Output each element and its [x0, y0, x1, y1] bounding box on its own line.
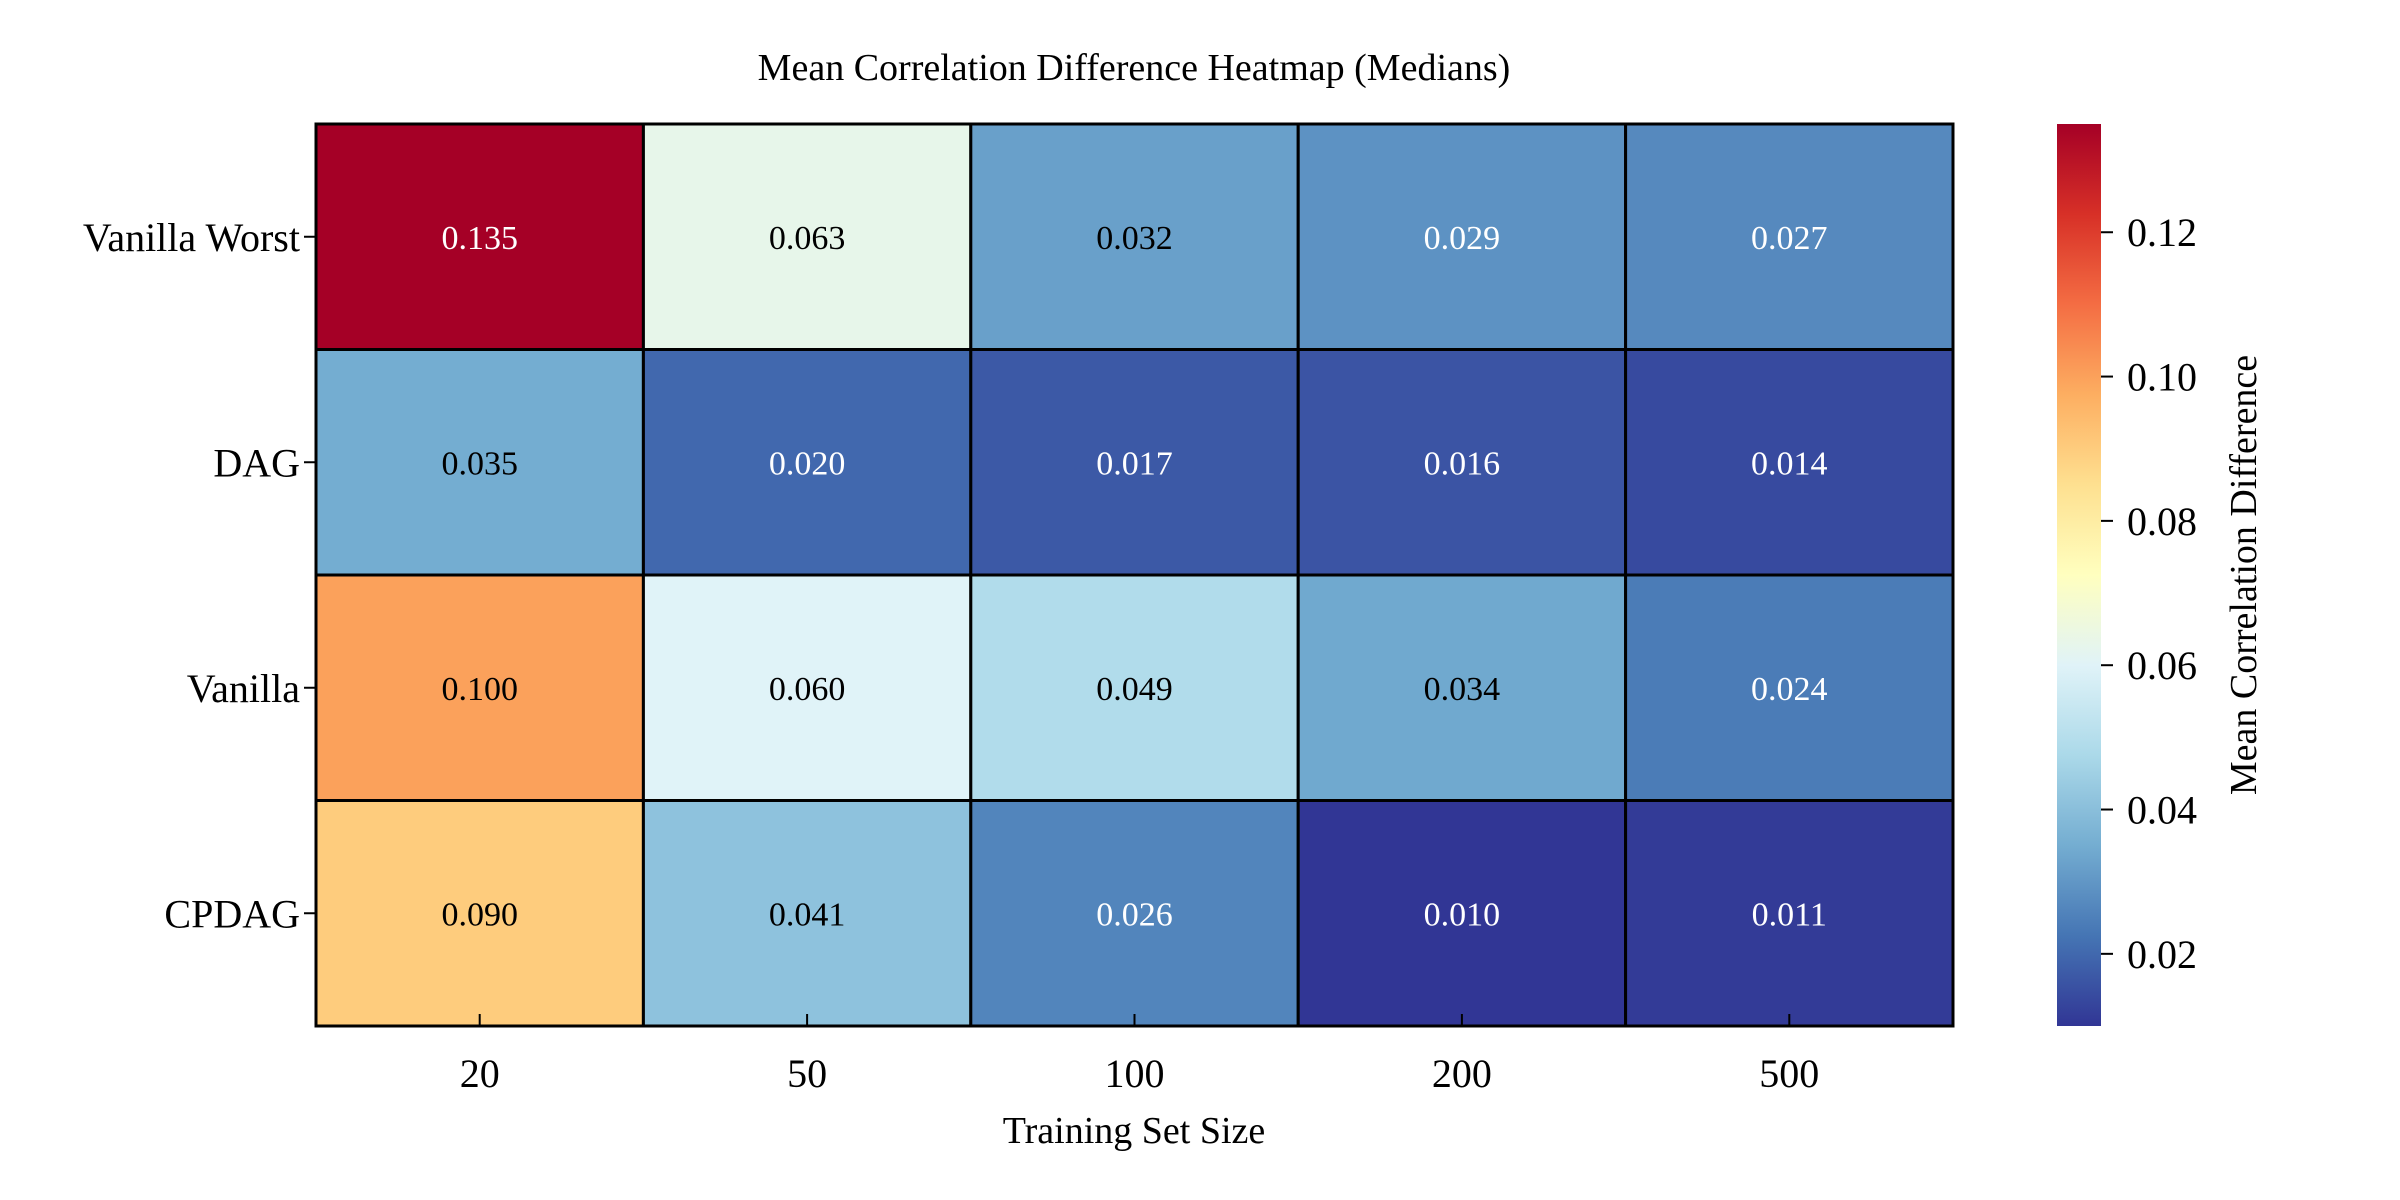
heatmap-cell-value: 0.014	[1751, 445, 1828, 482]
heatmap-cell-value: 0.010	[1424, 896, 1501, 933]
y-tick-label: Vanilla	[187, 666, 301, 711]
colorbar-ticks: 0.02 0.04 0.06 0.08 0.10 0.12	[2101, 210, 2197, 977]
chart-title: Mean Correlation Difference Heatmap (Med…	[758, 47, 1511, 89]
colorbar-tick-label: 0.10	[2127, 355, 2197, 400]
heatmap-cell-value: 0.041	[769, 896, 846, 933]
heatmap-cell-value: 0.049	[1096, 671, 1173, 708]
x-tick-label: 20	[460, 1051, 500, 1096]
heatmap-cell-value: 0.034	[1424, 671, 1501, 708]
x-tick-label: 50	[787, 1051, 827, 1096]
colorbar-tick-label: 0.02	[2127, 932, 2197, 977]
colorbar-tick-label: 0.06	[2127, 643, 2197, 688]
x-axis-label: Training Set Size	[1003, 1110, 1266, 1152]
heatmap-cell-labels: 0.135 0.063 0.032 0.029 0.027 0.035 0.020 0.017…	[441, 220, 1827, 934]
heatmap-cell	[314, 122, 645, 351]
heatmap-cell-value: 0.063	[769, 220, 846, 257]
heatmap-cell	[1624, 573, 1955, 802]
colorbar-tick-label: 0.08	[2127, 499, 2197, 544]
colorbar-gradient	[2057, 124, 2101, 1026]
heatmap-cell-value: 0.027	[1751, 220, 1828, 257]
x-tick-label: 200	[1432, 1051, 1492, 1096]
heatmap-cell	[1624, 122, 1955, 351]
heatmap-cell-value: 0.020	[769, 445, 846, 482]
heatmap-cell-value: 0.060	[769, 671, 846, 708]
y-tick-label: DAG	[213, 440, 300, 485]
heatmap-cell	[1624, 799, 1955, 1028]
heatmap-cell-value: 0.017	[1096, 445, 1173, 482]
heatmap-cell-value: 0.032	[1096, 220, 1173, 257]
heatmap-cell	[641, 573, 973, 802]
heatmap-cell-value: 0.135	[441, 220, 518, 257]
heatmap-cell-value: 0.016	[1424, 445, 1501, 482]
heatmap-cell	[969, 799, 1300, 1028]
y-tick-label: Vanilla Worst	[83, 215, 300, 260]
heatmap-cell-value: 0.024	[1751, 671, 1828, 708]
heatmap-cell	[1296, 573, 1628, 802]
heatmap-cells	[314, 122, 1955, 1028]
colorbar: 0.02 0.04 0.06 0.08 0.10 0.12 Mean Correlatio…	[2057, 124, 2265, 1026]
heatmap-cell	[1624, 348, 1955, 577]
y-tick-label: CPDAG	[164, 891, 300, 936]
heatmap-cell-value: 0.029	[1424, 220, 1501, 257]
heatmap-cell-value: 0.090	[441, 896, 518, 933]
x-tick-label: 500	[1759, 1051, 1819, 1096]
heatmap-cell-value: 0.026	[1096, 896, 1173, 933]
heatmap-cell-value: 0.035	[441, 445, 518, 482]
heatmap-cell	[1296, 799, 1628, 1028]
heatmap-cell	[641, 799, 973, 1028]
colorbar-tick-label: 0.04	[2127, 788, 2197, 833]
colorbar-tick-label: 0.12	[2127, 210, 2197, 255]
heatmap-cell	[314, 348, 645, 577]
colorbar-label: Mean Correlation Difference	[2223, 355, 2265, 795]
heatmap-cell-value: 0.100	[441, 671, 518, 708]
heatmap-cell-value: 0.011	[1752, 896, 1827, 933]
heatmap-cell	[1296, 122, 1628, 351]
y-axis: Vanilla Worst DAG Vanilla CPDAG	[83, 215, 316, 936]
heatmap-cell	[641, 122, 973, 351]
x-axis: 20 50 100 200 500	[460, 1014, 1819, 1096]
heatmap-cell	[969, 348, 1300, 577]
heatmap-cell	[969, 573, 1300, 802]
x-tick-label: 100	[1105, 1051, 1165, 1096]
